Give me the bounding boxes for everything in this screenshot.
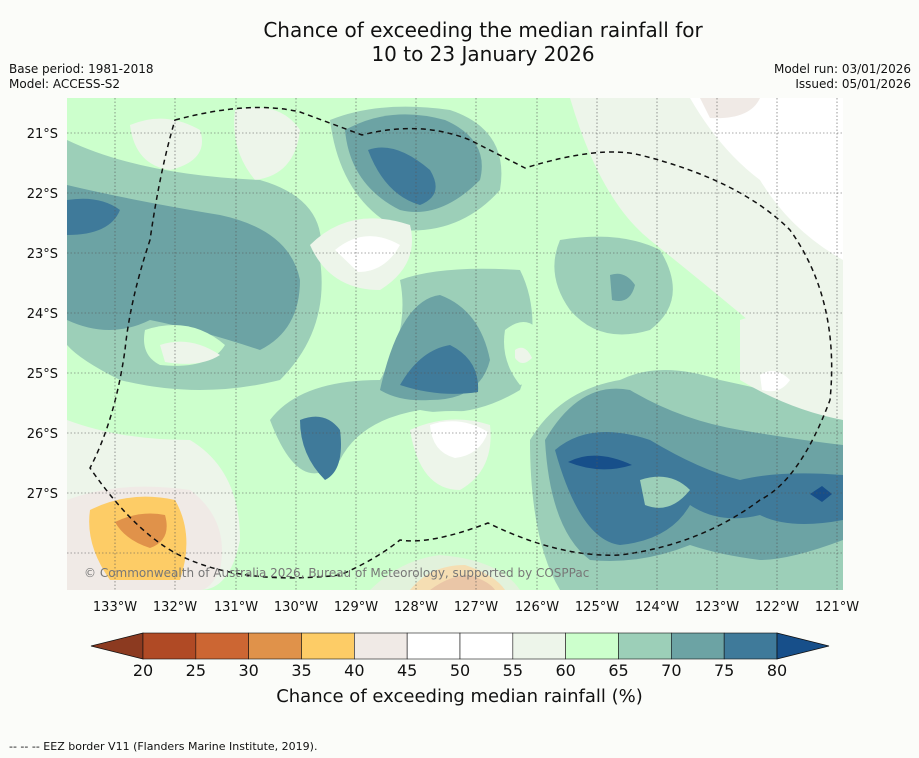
lon-label: 125°W (575, 600, 619, 615)
colorbar-tick-label: 40 (344, 661, 364, 680)
contour-region (67, 198, 120, 235)
model-run: Model run: 03/01/2026 (773, 62, 911, 76)
forecast-map: © Commonwealth of Australia 2026, Bureau… (67, 98, 843, 590)
colorbar-segment (671, 632, 725, 660)
colorbar-segment (512, 632, 566, 660)
lon-label: 124°W (635, 600, 679, 615)
contour-region (67, 185, 300, 350)
model-name: Model: ACCESS-S2 (9, 77, 121, 91)
lon-label: 123°W (695, 600, 739, 615)
contour-region (700, 98, 760, 119)
colorbar-segment (142, 632, 197, 660)
lat-label: 26°S (27, 427, 58, 442)
colorbar-tick-label: 45 (397, 661, 417, 680)
colorbar-segment (406, 632, 461, 660)
contour-region (555, 432, 843, 545)
graticule (67, 98, 843, 590)
colorbar-segment (248, 632, 302, 660)
contour-region (690, 98, 843, 260)
colorbar-tick-label: 80 (767, 661, 787, 680)
contour-region (130, 118, 202, 170)
lon-label: 130°W (274, 600, 318, 615)
longitude-labels: 133°W 132°W 131°W 130°W 129°W 128°W 127°… (93, 600, 859, 615)
colorbar-tick-label: 25 (186, 661, 206, 680)
eez-legend-note: -- -- -- EEZ border V11 (Flanders Marine… (9, 740, 318, 753)
contour-region (760, 371, 790, 392)
lat-label: 22°S (27, 187, 58, 202)
contour-region (610, 273, 635, 301)
colorbar-segment (618, 632, 672, 660)
contour-region (640, 476, 690, 508)
colorbar-tick-label: 60 (555, 661, 575, 680)
colorbar-extend-high (776, 632, 830, 660)
lon-label: 121°W (815, 600, 859, 615)
colorbar-tick-label: 50 (450, 661, 470, 680)
lat-label: 24°S (27, 307, 58, 322)
colorbar-segment (354, 632, 408, 660)
issued-date: Issued: 05/01/2026 (795, 77, 911, 91)
title-line-1: Chance of exceeding the median rainfall … (263, 18, 703, 42)
contour-region (400, 345, 479, 394)
lon-label: 126°W (515, 600, 559, 615)
colorbar-segment (301, 632, 355, 660)
lat-label: 21°S (27, 127, 58, 142)
probability-contours (67, 98, 843, 590)
lat-label: 27°S (27, 487, 58, 502)
contour-region (430, 421, 488, 458)
colorbar-tick-label: 70 (661, 661, 681, 680)
title-line-2: 10 to 23 January 2026 (371, 42, 595, 66)
colorbar-segment (459, 632, 514, 660)
colorbar-extend-low (90, 632, 144, 660)
base-period: Base period: 1981-2018 (9, 62, 154, 76)
colorbar-tick-label: 55 (503, 661, 523, 680)
colorbar-tick-label: 65 (608, 661, 628, 680)
lon-label: 127°W (454, 600, 498, 615)
lat-label: 25°S (27, 367, 58, 382)
contour-region (515, 347, 532, 363)
contour-region (300, 416, 341, 480)
contour-region (335, 236, 400, 272)
latitude-labels: 21°S 22°S 23°S 24°S 25°S 26°S 27°S (27, 127, 58, 502)
lat-label: 23°S (27, 247, 58, 262)
colorbar-segment (565, 632, 619, 660)
colorbar-title: Chance of exceeding median rainfall (%) (276, 686, 643, 707)
colorbar-segment (195, 632, 249, 660)
run-info: Model run: 03/01/2026 Issued: 05/01/2026 (774, 62, 911, 92)
eez-border (89, 106, 833, 579)
map-title: Chance of exceeding the median rainfall … (0, 18, 919, 66)
lon-label: 128°W (394, 600, 438, 615)
contour-region (370, 555, 520, 590)
colorbar: 20 25 30 35 40 45 50 55 60 65 70 75 80 (90, 632, 830, 680)
colorbar-segment (723, 632, 778, 660)
copyright-notice: © Commonwealth of Australia 2026, Bureau… (84, 566, 589, 580)
colorbar-tick-label: 20 (133, 661, 153, 680)
lon-label: 131°W (214, 600, 258, 615)
colorbar-tick-label: 75 (714, 661, 734, 680)
contour-region (740, 306, 843, 420)
contour-region (810, 486, 832, 502)
contour-region (568, 455, 632, 470)
lon-label: 129°W (334, 600, 378, 615)
contour-region (368, 147, 436, 205)
contour-region (234, 107, 300, 180)
model-info: Base period: 1981-2018 Model: ACCESS-S2 (9, 62, 154, 92)
colorbar-tick-label: 30 (238, 661, 258, 680)
lon-label: 132°W (153, 600, 197, 615)
lon-label: 122°W (755, 600, 799, 615)
colorbar-tick-label: 35 (291, 661, 311, 680)
lon-label: 133°W (93, 600, 137, 615)
